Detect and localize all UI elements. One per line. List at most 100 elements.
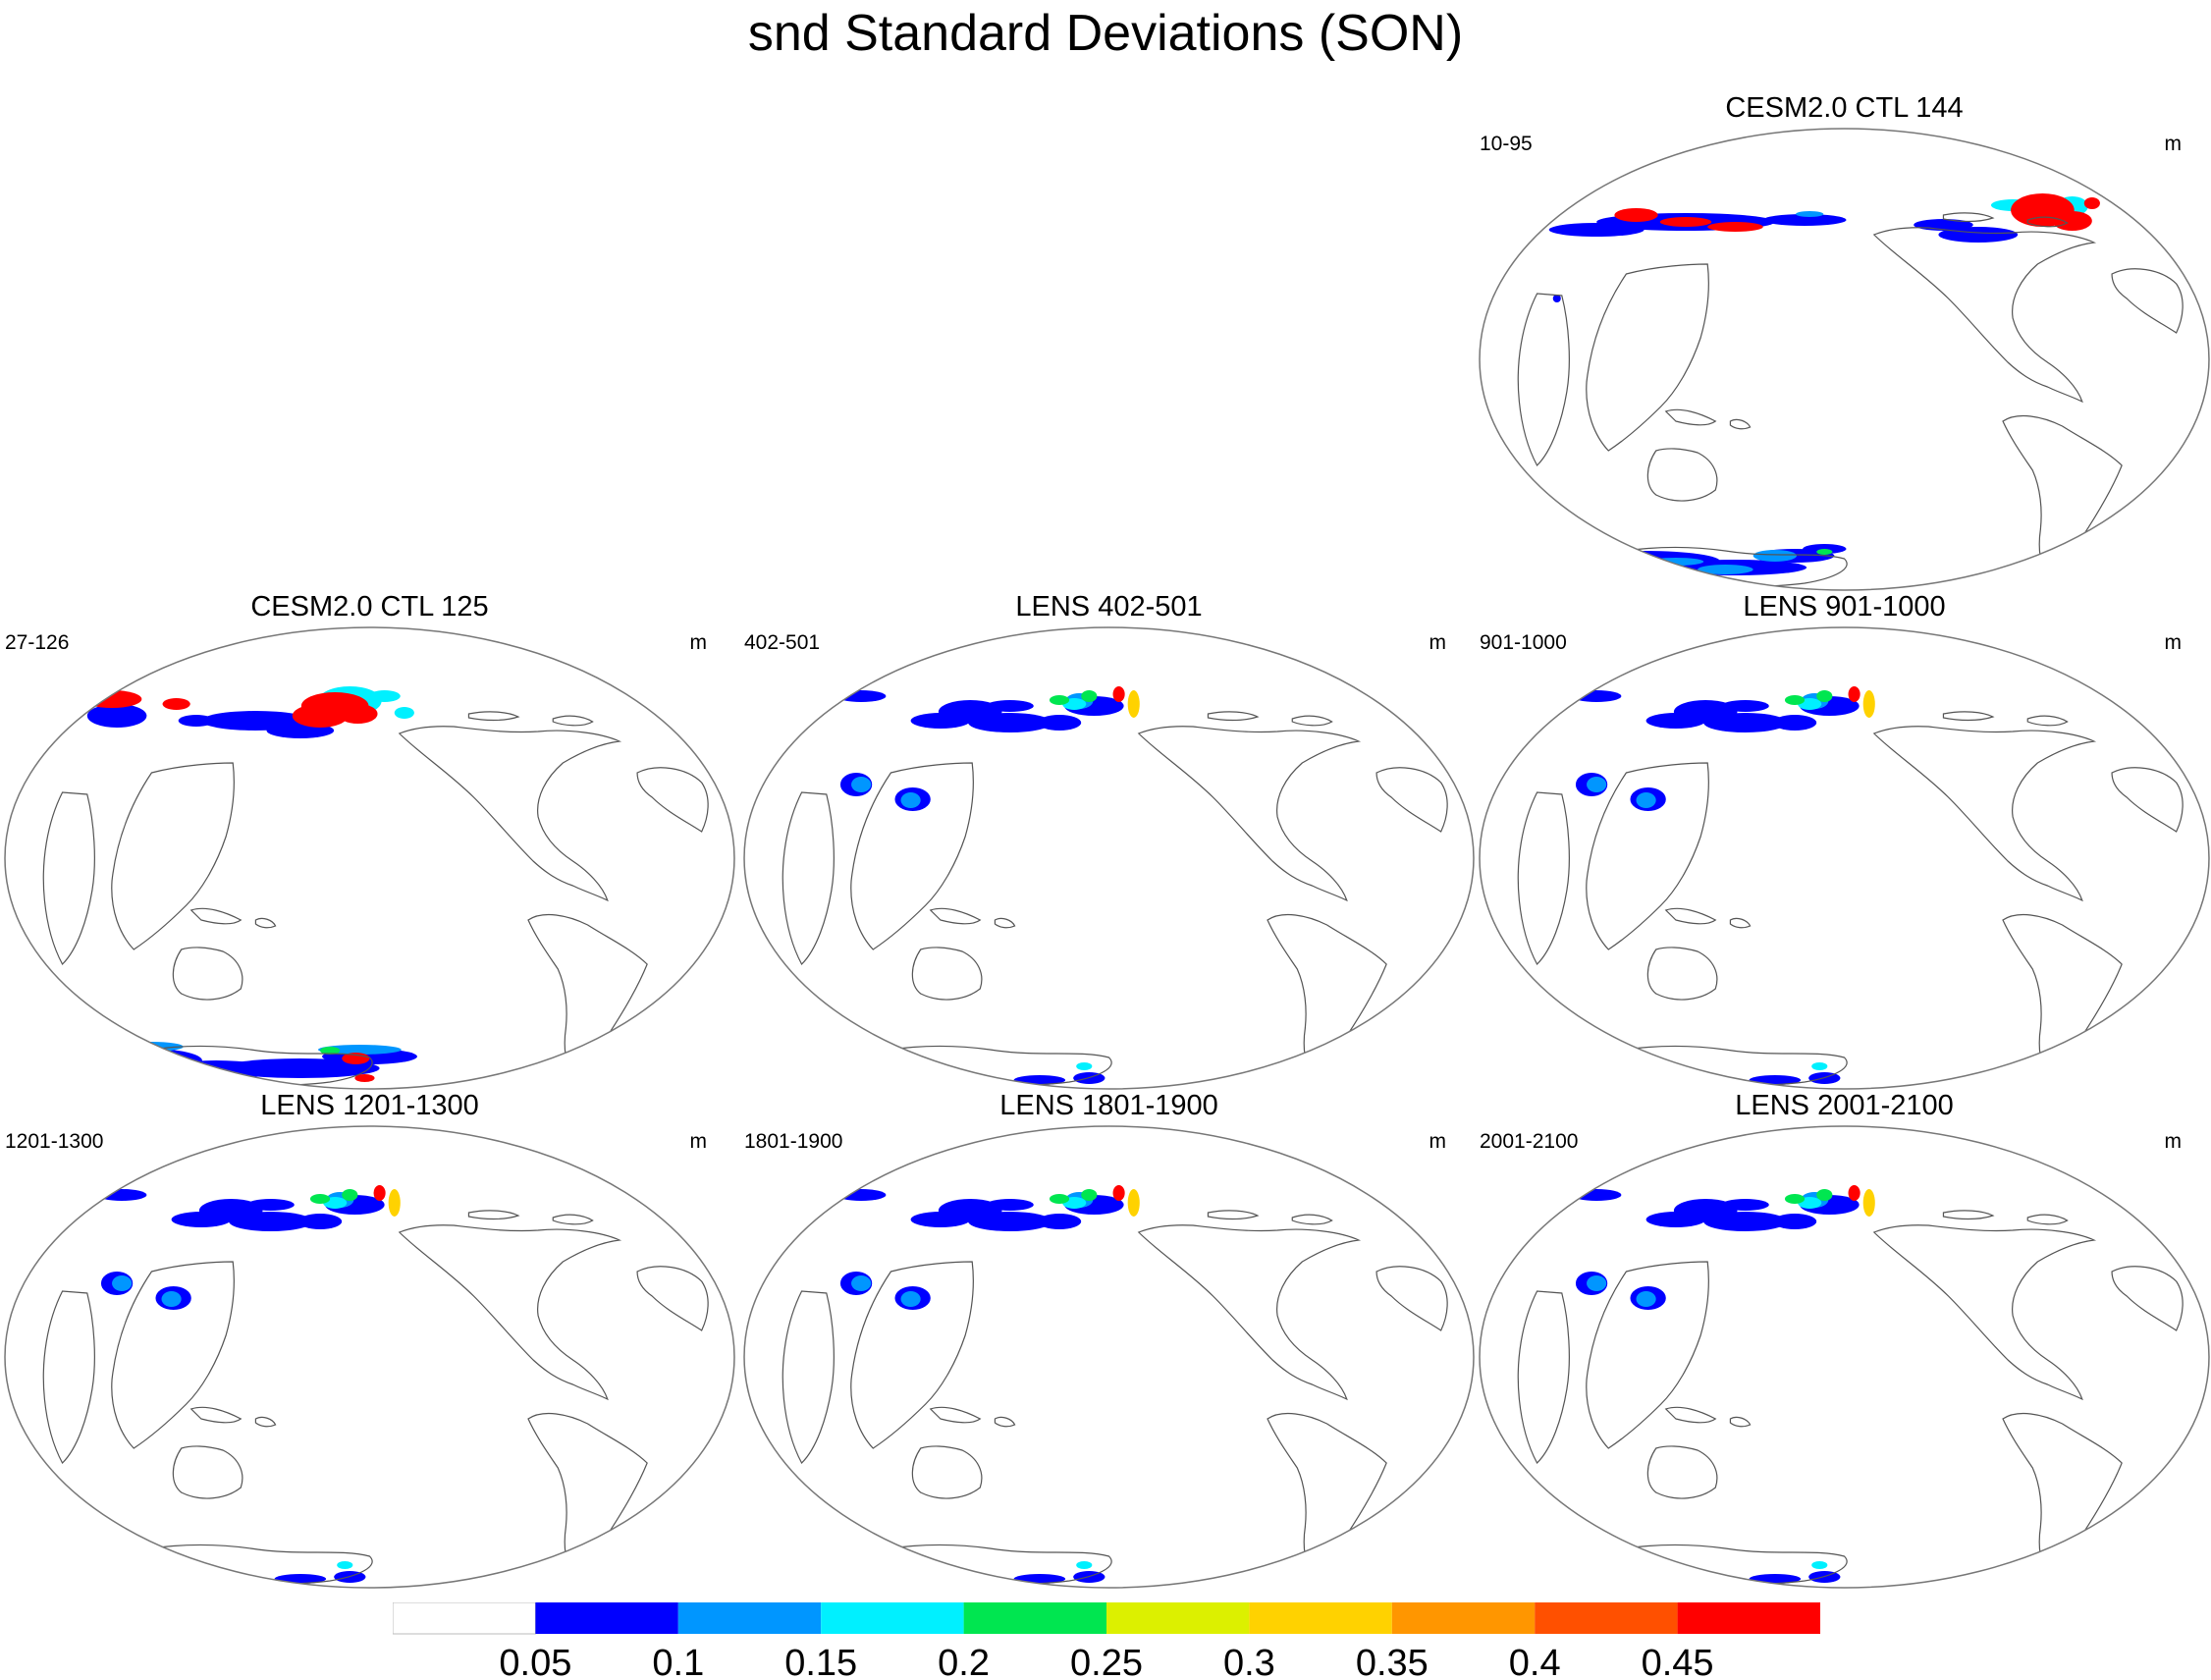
- panel-title: LENS 1801-1900: [999, 1090, 1218, 1121]
- coastline: [552, 1214, 594, 1225]
- coastline: [1664, 408, 1717, 426]
- coastline: [1872, 1224, 2097, 1401]
- data-blob: [1076, 1062, 1093, 1070]
- data-blob: [1081, 690, 1098, 702]
- coastline: [1267, 1413, 1387, 1577]
- data-blob: [1862, 1189, 1875, 1217]
- coastline: [782, 1290, 835, 1464]
- panel-years: 27-126: [5, 631, 70, 654]
- coastline: [1291, 715, 1333, 727]
- data-blob: [1127, 690, 1140, 718]
- data-blob: [2083, 197, 2100, 209]
- coastline: [189, 907, 243, 925]
- data-blob: [161, 1291, 182, 1307]
- panel-title: LENS 901-1000: [1743, 591, 1946, 623]
- data-blob: [2052, 211, 2092, 231]
- data-blob: [1753, 550, 1798, 562]
- data-blob: [70, 1062, 174, 1082]
- coastline: [1581, 1045, 1848, 1087]
- colorbar-segment: [1106, 1602, 1250, 1634]
- map-projection: [1479, 626, 2210, 1090]
- map-content: [1517, 686, 2184, 1088]
- data-blob: [373, 1185, 386, 1201]
- coastline: [1375, 767, 1448, 833]
- panel-years: 901-1000: [1480, 631, 1567, 654]
- coastline: [1586, 762, 1709, 950]
- data-blob: [1698, 565, 1753, 574]
- data-blob: [1659, 1571, 1712, 1579]
- coastline: [2111, 268, 2184, 334]
- coastline: [1586, 263, 1709, 452]
- coastline: [1942, 711, 1995, 722]
- coastline: [42, 1290, 95, 1464]
- data-blob: [309, 1194, 331, 1204]
- coastline: [1646, 1445, 1718, 1499]
- colorbar-segment: [1391, 1602, 1536, 1634]
- colorbar-label: 0.45: [1642, 1643, 1714, 1680]
- coastline: [1291, 1214, 1333, 1225]
- data-blob: [1703, 1212, 1787, 1231]
- data-blob: [1578, 544, 1635, 552]
- data-blob: [71, 1048, 202, 1073]
- map-border: [1479, 626, 2210, 1090]
- coastline: [1646, 448, 1718, 502]
- data-blob: [868, 1066, 924, 1078]
- map-content: [782, 1185, 1448, 1587]
- panel-units: m: [2164, 1130, 2183, 1153]
- data-blob: [1803, 544, 1847, 554]
- coastline: [527, 1413, 648, 1577]
- colorbar-label: 0.2: [938, 1643, 990, 1680]
- data-blob: [81, 690, 142, 708]
- data-blob: [900, 792, 921, 808]
- data-blob: [162, 698, 190, 710]
- map-border: [743, 626, 1475, 1090]
- coastline: [1517, 293, 1570, 466]
- colorbar-segment: [1249, 1602, 1392, 1634]
- coastline: [254, 1416, 277, 1428]
- coastline: [111, 762, 235, 950]
- figure-title: snd Standard Deviations (SON): [747, 5, 1464, 62]
- panel-years: 1201-1300: [5, 1130, 104, 1153]
- coastline: [2002, 914, 2123, 1078]
- coastline: [1137, 726, 1362, 902]
- data-blob: [337, 1561, 353, 1569]
- colorbar-label: 0.05: [499, 1643, 571, 1680]
- map-projection: [1479, 128, 2210, 591]
- map-panel: LENS 2001-2100 2001-2100 m: [1478, 1089, 2211, 1590]
- colorbar-segment: [1535, 1602, 1678, 1634]
- data-blob: [851, 1275, 872, 1291]
- data-blob: [1772, 1214, 1817, 1229]
- data-blob: [132, 1074, 172, 1082]
- coastline: [2002, 1413, 2123, 1577]
- coastline: [172, 1445, 243, 1499]
- data-blob: [1721, 1199, 1769, 1211]
- data-blob: [1112, 1185, 1125, 1201]
- data-blob: [1587, 777, 1607, 792]
- map-content: [782, 686, 1448, 1088]
- map-projection: [1479, 1125, 2210, 1589]
- coastline: [2026, 715, 2069, 727]
- coastline: [467, 711, 520, 722]
- data-blob: [1938, 227, 2019, 243]
- data-blob: [1076, 1561, 1093, 1569]
- map-panel: CESM2.0 CTL 125 27-126 m: [3, 590, 736, 1091]
- data-blob: [827, 1579, 856, 1587]
- data-blob: [851, 777, 872, 792]
- coastline: [845, 1544, 1112, 1586]
- map-projection: [743, 1125, 1475, 1589]
- data-blob: [368, 690, 401, 702]
- colorbar-segment: [393, 1602, 536, 1635]
- data-blob: [968, 1212, 1052, 1231]
- data-blob: [338, 704, 378, 724]
- panel-units: m: [1429, 1130, 1447, 1153]
- map-border: [1479, 128, 2210, 591]
- colorbar-segment: [963, 1602, 1106, 1634]
- data-blob: [1614, 1563, 1639, 1571]
- data-blob: [185, 1571, 238, 1579]
- data-blob: [986, 1199, 1034, 1211]
- coastline: [398, 1224, 622, 1401]
- data-blob: [1081, 1189, 1098, 1201]
- data-blob: [1796, 211, 1824, 217]
- data-blob: [1037, 1214, 1082, 1229]
- panel-years: 1801-1900: [744, 1130, 843, 1153]
